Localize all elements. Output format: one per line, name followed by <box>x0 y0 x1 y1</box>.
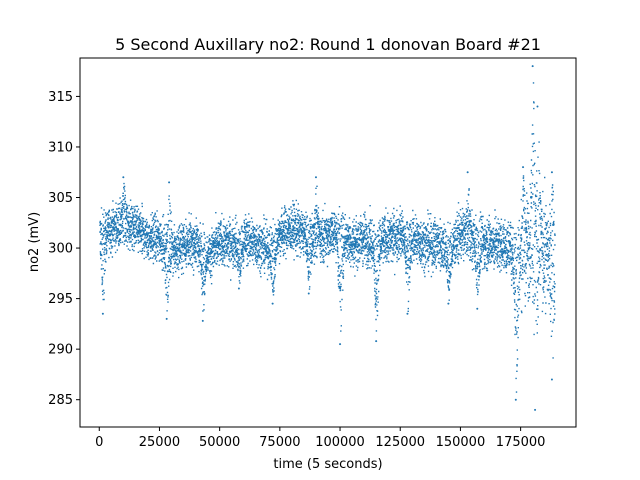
data-point <box>165 317 168 320</box>
data-point <box>101 312 104 315</box>
y-axis: 285 290 295 300 305 310 315 <box>48 90 80 408</box>
y-axis-label: no2 (mV) <box>27 212 42 272</box>
data-point <box>201 319 204 322</box>
data-point <box>531 65 534 68</box>
data-points <box>99 65 556 411</box>
y-tick-label: 295 <box>48 292 73 307</box>
x-tick-label: 125000 <box>375 435 425 450</box>
x-tick-label: 175000 <box>496 435 546 450</box>
x-tick-label: 75000 <box>259 435 300 450</box>
y-tick-label: 300 <box>48 242 73 257</box>
chart-title: 5 Second Auxillary no2: Round 1 donovan … <box>115 35 541 54</box>
x-axis-label: time (5 seconds) <box>273 457 382 472</box>
y-tick-label: 290 <box>48 343 73 358</box>
data-point <box>122 176 125 179</box>
data-point <box>550 171 553 174</box>
x-tick-label: 150000 <box>436 435 486 450</box>
data-point <box>406 312 409 315</box>
data-point <box>550 378 553 381</box>
data-point <box>522 166 525 169</box>
data-point <box>466 171 469 174</box>
x-tick-label: 25000 <box>139 435 180 450</box>
y-tick-label: 285 <box>48 393 73 408</box>
data-point <box>447 302 450 305</box>
y-tick-label: 315 <box>48 90 73 105</box>
data-point <box>271 302 274 305</box>
scatter-series <box>99 82 556 393</box>
y-tick-label: 305 <box>48 191 73 206</box>
x-tick-label: 100000 <box>315 435 365 450</box>
data-point <box>168 181 171 184</box>
data-point <box>339 343 342 346</box>
plot-frame <box>79 57 577 428</box>
data-point <box>514 398 517 401</box>
data-point <box>237 287 240 290</box>
x-tick-label: 50000 <box>199 435 240 450</box>
data-point <box>534 408 537 411</box>
data-point <box>314 176 317 179</box>
data-point <box>307 292 310 295</box>
x-axis: 0 25000 50000 75000 100000 125000 150000 175000 <box>95 427 545 450</box>
x-tick-label: 0 <box>95 435 103 450</box>
data-point <box>536 105 539 108</box>
data-point <box>476 307 479 310</box>
y-tick-label: 310 <box>48 140 73 155</box>
data-point <box>375 340 378 343</box>
